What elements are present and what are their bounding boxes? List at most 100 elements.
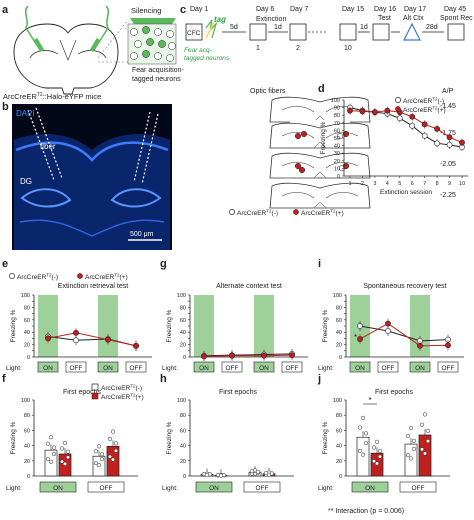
fiber-track-left-b (35, 107, 63, 179)
fiber-tip-left (33, 37, 45, 53)
subject-dot-f (62, 461, 68, 466)
panel-letter-h: h (160, 373, 167, 385)
y-tick-label-e: 60 (24, 318, 30, 324)
light-box-j (399, 481, 437, 493)
ext-box-10 (339, 23, 357, 41)
subject-dot-j (374, 461, 380, 466)
series-line-e-1 (47, 336, 137, 347)
subject-dot-j (419, 447, 425, 452)
subject-dot-f (45, 441, 51, 446)
ap-value-3: -2.05 (440, 161, 456, 168)
test-box (372, 23, 390, 41)
y-tick-label-d: 30 (334, 151, 340, 157)
data-point-d-2 (434, 125, 441, 132)
light-box-i (377, 361, 399, 373)
series-line-g-1 (203, 353, 293, 357)
y-tick-label-d: 60 (334, 128, 340, 134)
light-box-i (349, 361, 371, 373)
y-tick-label-j: 80 (336, 413, 342, 419)
fiber-placement-2-3 (336, 132, 344, 140)
scale-bar-label: 500 μm (130, 231, 154, 238)
legend-e: ArcCreERT2(-) ArcCreERT2(+) (9, 273, 128, 282)
on-period-g (194, 295, 214, 357)
section-spacer-2 (290, 120, 350, 124)
subject-dot-j (360, 415, 366, 420)
subject-dot-j (363, 431, 369, 436)
chart-title-i: Spontaneous recovery test (363, 283, 446, 290)
subject-dot-j (408, 426, 414, 431)
chart-h: First epochs 0 20 40 60 80 100 Freezing % ON OFF L… (162, 389, 294, 493)
legend-neg-marker (229, 209, 235, 215)
neuron-note-line-1: Fear acquisition- (132, 67, 184, 74)
x-tick-label-d: 7 (423, 181, 426, 187)
y-axis-title-i: Freezing % (322, 309, 329, 342)
y-tick-label-d: 50 (334, 136, 340, 142)
subject-dot-f (107, 454, 113, 459)
light-box-label-g: OFF (286, 365, 299, 372)
subject-dot-j (411, 446, 417, 451)
light-box-e (97, 361, 119, 373)
subject-dot-j (377, 454, 383, 459)
subject-dot-j (377, 448, 383, 453)
data-point-d-2 (446, 134, 453, 141)
ap-label: A/P (442, 88, 454, 95)
legend-e-pos: ArcCreERT2(+) (85, 273, 128, 282)
subject-dot-f (45, 457, 51, 462)
data-point-d-2 (409, 113, 416, 120)
dg-left (20, 188, 72, 208)
legend-e-neg-marker (9, 273, 15, 279)
altctx-label: Alt Ctx (403, 15, 424, 22)
panel-letter-d: d (318, 83, 325, 95)
tag-note-line-1: Fear acq- (184, 47, 213, 54)
light-box-label-f: ON (53, 485, 63, 492)
section-hpc-right-3 (325, 162, 359, 169)
neuron-10 (142, 50, 150, 58)
light-box-label-i: ON (415, 365, 425, 372)
light-box-label-h: OFF (256, 485, 269, 492)
y-tick-label-g: 40 (180, 330, 186, 336)
data-point-g-2 (229, 352, 235, 359)
significance-star-j: * (368, 396, 371, 405)
data-point-g-2 (261, 352, 267, 359)
subject-dot-f (51, 451, 57, 457)
neuron-8 (168, 42, 176, 50)
legend-f-neg: ArcCreERT2(-) (101, 384, 142, 393)
y-axis-title-e: Freezing % (10, 309, 17, 342)
section-outline-2 (269, 122, 371, 149)
section-midline-3 (313, 171, 327, 179)
x-tick-label-d: 2 (361, 181, 364, 187)
light-box-label-e: ON (43, 365, 53, 372)
panel-letter-g: g (160, 258, 167, 270)
light-box-f (87, 481, 125, 493)
subject-dot-f (110, 429, 116, 434)
chart-title-g: Alternate context test (216, 283, 282, 290)
data-point-d-2 (347, 107, 353, 114)
y-tick-label-e: 40 (24, 330, 30, 336)
y-tick-label-i: 40 (336, 330, 342, 336)
extinction-label: Extinction (256, 16, 286, 23)
legend-f-neg-marker (91, 383, 99, 391)
chart-i: Spontaneous recovery test 0 20 40 60 80 100 Fre… (318, 283, 464, 373)
section-hpc-right-4 (325, 192, 359, 199)
neuron-4 (166, 30, 174, 38)
subject-dot-f (107, 436, 113, 442)
section-outline-1 (269, 96, 371, 123)
panel-letters: a b c d e g i f h j (2, 4, 325, 385)
subject-dot-j (357, 425, 363, 430)
chart-title-f: First epochs (63, 389, 102, 396)
subject-dot-f (96, 444, 102, 449)
light-box-label-g: ON (259, 365, 269, 372)
dapi-label: DAPI (16, 109, 35, 118)
data-point-e-2 (105, 336, 111, 343)
fiber-tip-right (89, 37, 101, 53)
subject-dot-j (371, 459, 377, 464)
brain-outline (13, 23, 119, 95)
light-box-label-i: OFF (382, 365, 395, 372)
legend-e-neg: ArcCreERT2(-) (17, 273, 58, 282)
subject-dot-h (252, 471, 258, 476)
y-tick-label-g: 60 (180, 318, 186, 324)
panel-letter-j: j (317, 373, 321, 385)
series-line-e-2 (47, 332, 137, 347)
tag-bolt-icon (205, 21, 215, 39)
chart-f: First epochs 0 20 40 60 80 100 Freezing % ON OFF L… (6, 389, 138, 493)
